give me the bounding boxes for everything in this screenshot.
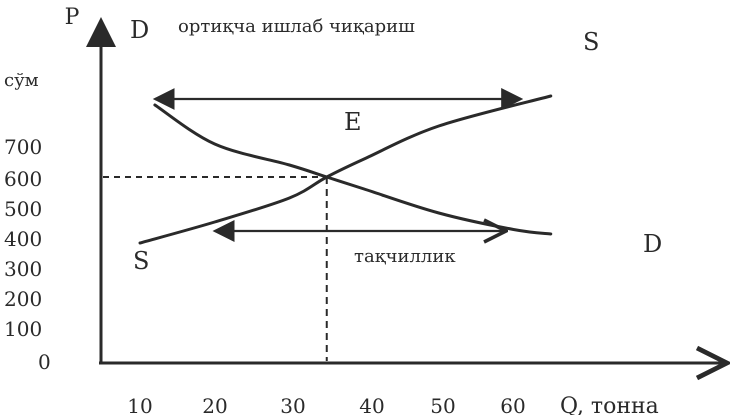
y-axis-unit: сўм bbox=[4, 70, 39, 91]
y-axis-label: P bbox=[65, 5, 80, 30]
equilibrium-label: E bbox=[344, 108, 362, 136]
y-tick-label: 300 bbox=[4, 257, 42, 281]
surplus-label: ортиқча ишлаб чиқариш bbox=[178, 16, 415, 37]
demand-label-top: D bbox=[130, 16, 149, 44]
y-tick-label: 0 bbox=[38, 350, 51, 374]
x-tick-label: 60 bbox=[500, 394, 525, 415]
x-tick-labels: 10 20 30 40 50 60 bbox=[127, 394, 525, 415]
x-axis-label: Q, тонна bbox=[560, 394, 659, 415]
x-tick-label: 40 bbox=[359, 394, 384, 415]
shortage-label: тақчиллик bbox=[354, 246, 456, 267]
x-tick-label: 20 bbox=[202, 394, 227, 415]
supply-label-bottom: S bbox=[133, 247, 149, 275]
x-tick-label: 50 bbox=[430, 394, 455, 415]
y-tick-labels: 700 600 500 400 300 200 100 0 bbox=[4, 135, 51, 374]
x-tick-label: 10 bbox=[127, 394, 152, 415]
y-tick-label: 200 bbox=[4, 287, 42, 311]
y-tick-label: 500 bbox=[4, 197, 42, 221]
y-tick-label: 100 bbox=[4, 317, 42, 341]
demand-label-bottom: D bbox=[643, 230, 662, 258]
supply-label-top: S bbox=[583, 28, 599, 56]
x-tick-label: 30 bbox=[280, 394, 305, 415]
y-tick-label: 600 bbox=[4, 167, 42, 191]
y-tick-label: 700 bbox=[4, 135, 42, 159]
y-tick-label: 400 bbox=[4, 227, 42, 251]
